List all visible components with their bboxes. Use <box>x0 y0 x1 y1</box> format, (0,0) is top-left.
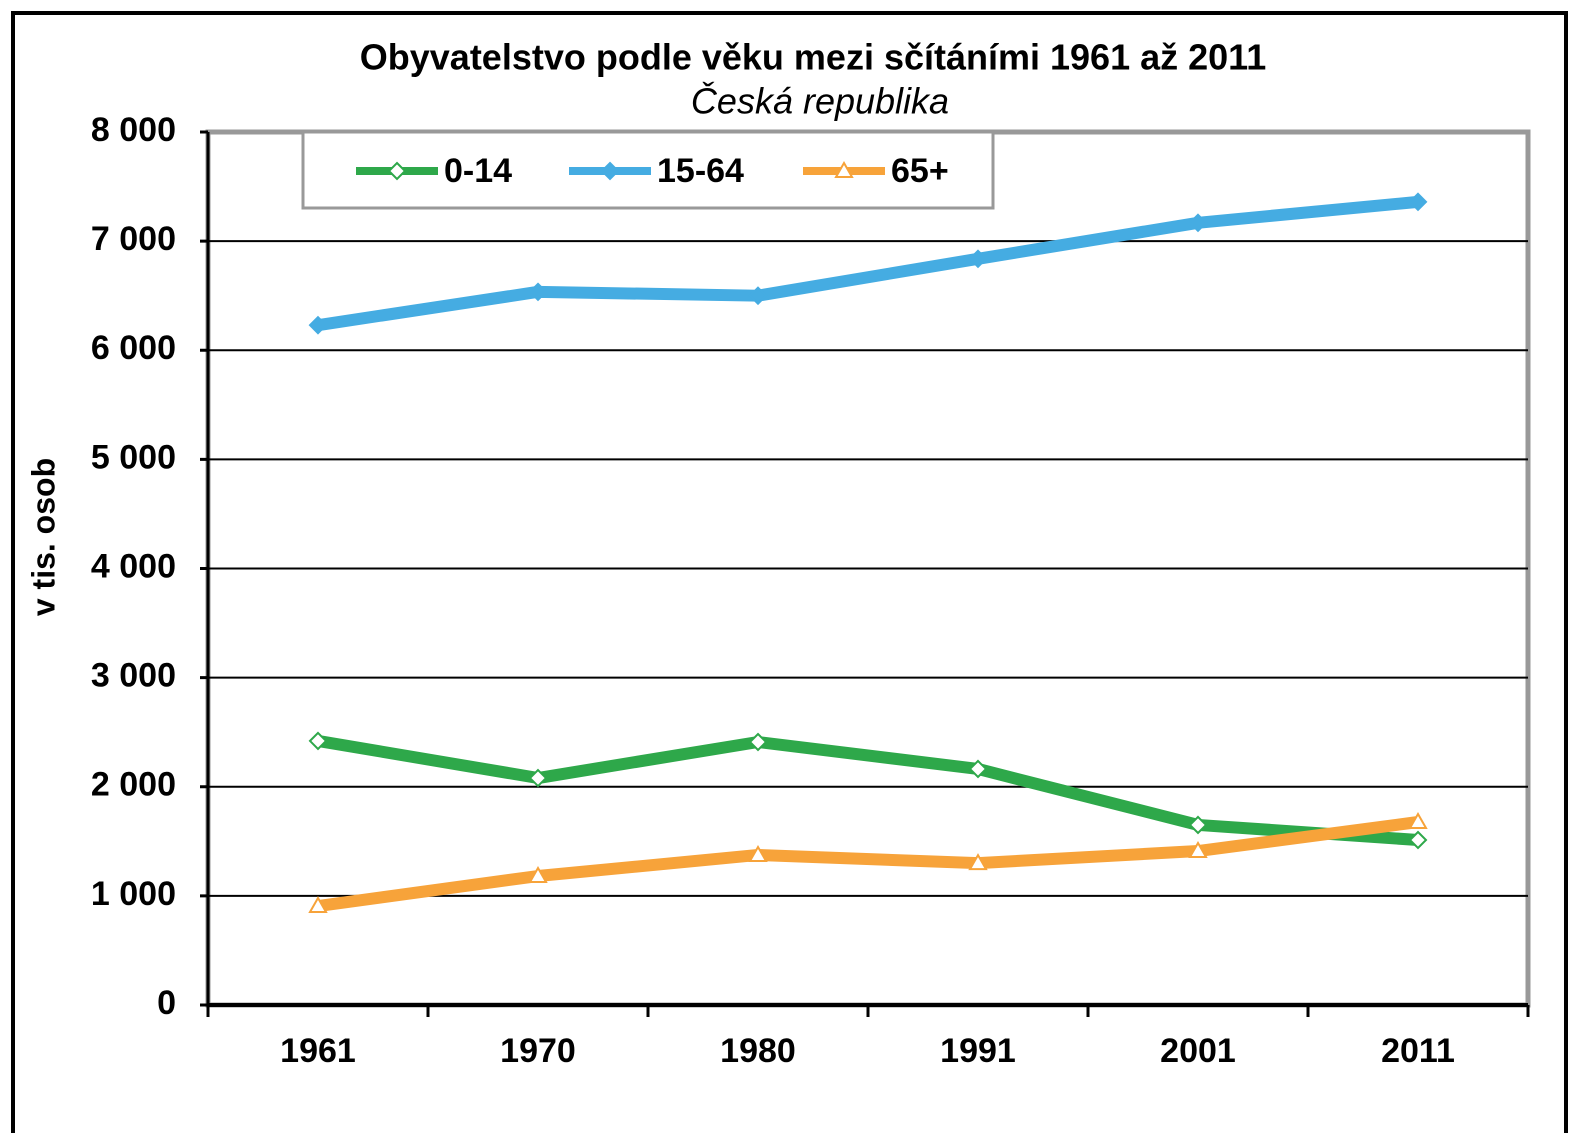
marker <box>1188 841 1208 859</box>
marker <box>748 732 768 752</box>
x-tick-label: 1961 <box>280 1032 356 1070</box>
y-tick-label: 7 000 <box>91 220 176 258</box>
marker <box>528 865 548 884</box>
y-tick-label: 2 000 <box>91 766 176 804</box>
marker <box>1408 830 1428 850</box>
marker <box>968 853 988 871</box>
y-tick-label: 1 000 <box>91 875 176 913</box>
chart-title: Obyvatelstvo podle věku mezi sčítáními 1… <box>360 37 1266 78</box>
legend-label: 65+ <box>891 152 949 190</box>
x-tick-label: 1970 <box>500 1032 576 1070</box>
y-tick-label: 5 000 <box>91 438 176 476</box>
marker <box>1408 811 1428 829</box>
marker <box>834 160 854 178</box>
marker <box>968 759 988 779</box>
x-tick-label: 1991 <box>940 1032 1016 1070</box>
marker <box>387 161 407 181</box>
marker <box>748 844 768 862</box>
marker <box>748 286 768 306</box>
marker <box>528 282 548 302</box>
marker <box>968 249 988 269</box>
marker <box>1188 815 1208 835</box>
marker <box>1408 192 1428 212</box>
y-axis-label: v tis. osob <box>25 458 61 616</box>
legend-label: 15-64 <box>657 152 744 190</box>
legend-label: 0-14 <box>444 152 512 190</box>
y-tick-label: 3 000 <box>91 657 176 695</box>
y-tick-label: 4 000 <box>91 547 176 585</box>
y-tick-label: 6 000 <box>91 329 176 367</box>
marker <box>528 768 548 788</box>
chart-subtitle: Česká republika <box>691 81 949 122</box>
x-tick-label: 2001 <box>1160 1032 1236 1070</box>
x-tick-label: 1980 <box>720 1032 796 1070</box>
x-tick-label: 2011 <box>1381 1032 1455 1070</box>
series-line <box>317 816 1419 912</box>
marker <box>308 896 328 914</box>
marker <box>308 731 328 751</box>
series-line <box>317 735 1419 846</box>
series-line <box>317 195 1419 332</box>
y-tick-label: 8 000 <box>91 111 176 149</box>
marker <box>1188 213 1208 233</box>
marker <box>308 315 328 335</box>
y-tick-label: 0 <box>157 984 176 1022</box>
marker <box>600 161 620 181</box>
